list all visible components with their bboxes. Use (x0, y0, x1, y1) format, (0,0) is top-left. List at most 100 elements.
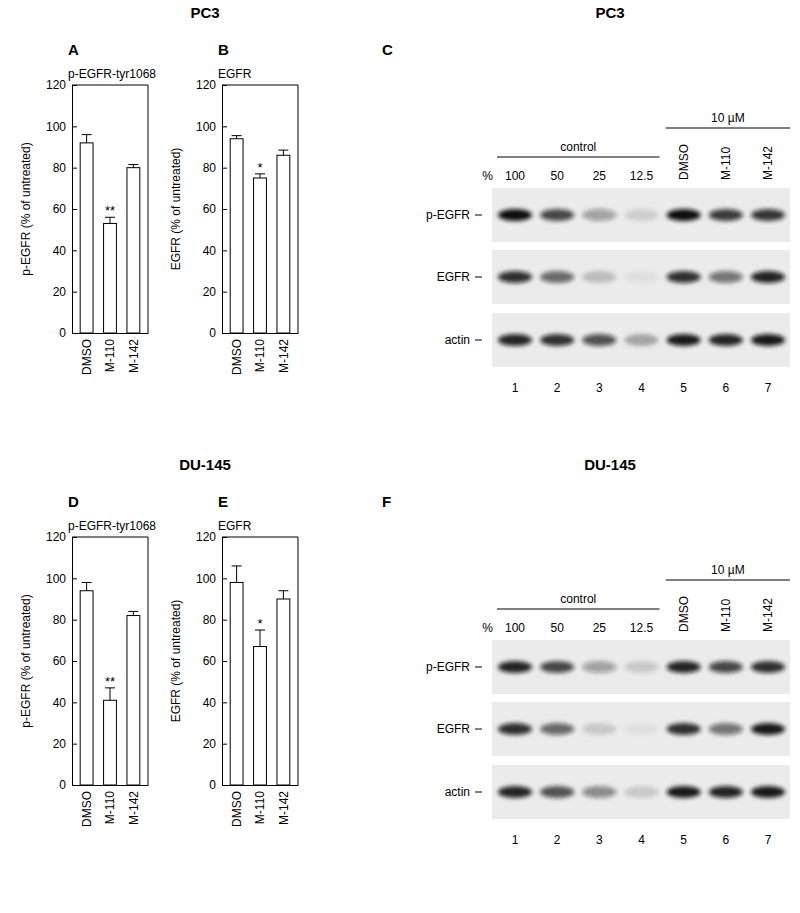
band (667, 661, 701, 673)
x-tick-label: M-110 (253, 791, 267, 824)
y-tick-label: 0 (59, 326, 66, 340)
band (625, 334, 659, 346)
error-cap (82, 582, 92, 583)
bar (230, 139, 243, 333)
figure: PC3PC3DU-145DU-145Ap-EGFR-tyr1068p-EGFR … (0, 0, 800, 913)
blot-strip (492, 640, 790, 694)
x-tick: M-142 (277, 791, 291, 825)
y-tick-mark (72, 537, 77, 538)
blot-strip (492, 313, 790, 367)
band (709, 661, 743, 673)
frame-right (298, 537, 299, 785)
band (582, 271, 616, 283)
y-tick: 120 (196, 530, 227, 544)
y-axis-title: EGFR (% of untreated) (169, 600, 183, 723)
x-tick: M-142 (277, 339, 291, 373)
lane-number: 2 (554, 833, 561, 847)
group-line (497, 156, 660, 157)
unit-label: % (482, 169, 493, 183)
lane-number: 5 (680, 381, 687, 395)
y-tick-mark (222, 578, 227, 579)
y-tick-mark (222, 250, 227, 251)
lane-label: 100 (505, 169, 525, 183)
band (625, 271, 659, 283)
panel-letter: B (218, 41, 229, 58)
x-tick: DMSO (80, 339, 94, 375)
y-tick: 120 (46, 78, 77, 92)
y-tick-label: 40 (203, 696, 217, 710)
y-tick: 80 (53, 613, 77, 627)
frame-right (148, 85, 149, 333)
error-bar (232, 566, 242, 583)
x-tick-label: DMSO (230, 791, 244, 827)
y-tick-mark (222, 126, 227, 127)
blot-panel: Fcontrol100502512.5%10 µMDMSOM-110M-142p… (382, 493, 790, 847)
y-tick: 20 (53, 737, 77, 751)
y-tick: 40 (53, 696, 77, 710)
band (625, 209, 659, 221)
y-tick-label: 60 (53, 202, 67, 216)
lane-number: 2 (554, 381, 561, 395)
lane-label: 50 (550, 169, 564, 183)
y-tick-mark (72, 620, 77, 621)
lane-label: M-110 (719, 147, 733, 180)
band (751, 661, 785, 673)
y-tick-label: 80 (203, 161, 217, 175)
y-tick-mark (72, 209, 77, 210)
frame-top (72, 537, 148, 538)
row-label: p-EGFR (426, 660, 470, 674)
y-tick-label: 60 (53, 654, 67, 668)
frame-top (72, 85, 148, 86)
x-axis-line (223, 333, 299, 334)
band (709, 271, 743, 283)
band (709, 209, 743, 221)
lane-label: 12.5 (630, 169, 654, 183)
error-bar (128, 611, 138, 615)
y-tick-label: 0 (209, 778, 216, 792)
group-line (666, 127, 790, 128)
y-tick: 120 (196, 78, 227, 92)
panel-letter: A (68, 41, 79, 58)
x-tick: DMSO (80, 791, 94, 827)
bar-panel: BEGFREGFR (% of untreated)02040608010012… (169, 41, 299, 375)
bar (80, 591, 93, 785)
y-tick-label: 100 (46, 120, 66, 134)
x-tick: M-110 (253, 791, 267, 824)
lane-number: 6 (722, 381, 729, 395)
band (498, 334, 532, 346)
error-cap (82, 134, 92, 135)
row-dash (475, 277, 482, 278)
y-axis: 020406080100120 (196, 530, 227, 792)
error-bar (232, 136, 242, 139)
band (751, 209, 785, 221)
y-tick: 60 (53, 654, 77, 668)
lane-label: DMSO (677, 596, 691, 632)
y-tick-mark (222, 537, 227, 538)
blot-row: actin (445, 313, 790, 367)
x-tick-label: M-110 (103, 339, 117, 372)
bar (127, 168, 140, 333)
band (751, 271, 785, 283)
y-axis-title: EGFR (% of untreated) (169, 148, 183, 271)
y-tick-label: 100 (46, 572, 66, 586)
bar (104, 223, 117, 333)
error-cap (128, 164, 138, 165)
row-dash (475, 729, 482, 730)
chart-title: EGFR (218, 67, 252, 81)
lane-number: 4 (638, 381, 645, 395)
lane-label: 100 (505, 621, 525, 635)
y-tick-label: 120 (196, 78, 216, 92)
band (667, 786, 701, 798)
error-stem (283, 150, 284, 155)
x-axis: DMSOM-110M-142 (73, 786, 149, 828)
lane-number: 1 (512, 381, 519, 395)
error-cap (278, 150, 288, 151)
band (540, 786, 574, 798)
x-axis-line (73, 333, 149, 334)
error-stem (260, 630, 261, 647)
y-tick-mark (72, 126, 77, 127)
band (625, 786, 659, 798)
lane-label: M-142 (761, 598, 775, 632)
error-bar (105, 688, 115, 700)
band (709, 786, 743, 798)
